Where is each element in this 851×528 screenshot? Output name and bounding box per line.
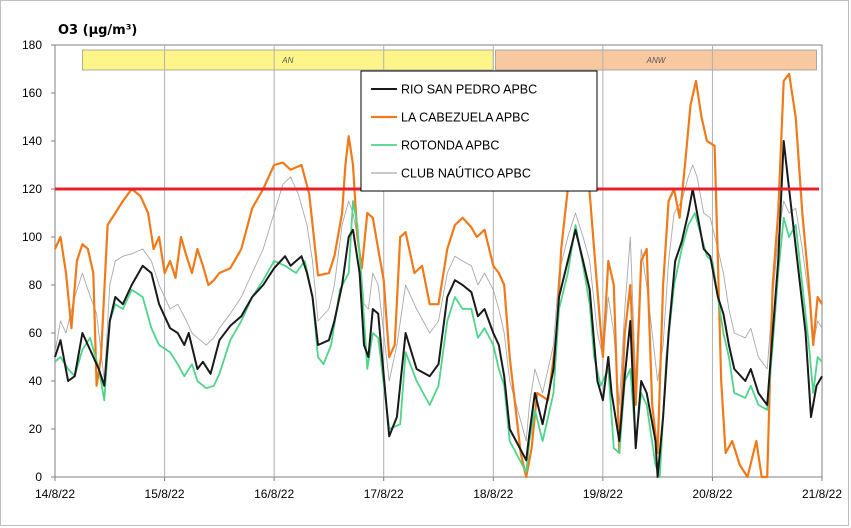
- legend: RIO SAN PEDRO APBC LA CABEZUELA APBC ROTON…: [360, 70, 598, 192]
- y-tick-label-4: 80: [29, 278, 43, 292]
- x-tick-label-0: 14/8/22: [35, 487, 75, 501]
- y-tick-label-9: 180: [22, 38, 42, 52]
- y-tick-label-7: 140: [22, 134, 42, 148]
- y-tick-label-5: 100: [22, 230, 42, 244]
- legend-label-3: CLUB NAÚTICO APBC: [401, 166, 531, 181]
- chart-title: O3 (µg/m³): [58, 23, 137, 38]
- series-line-0: [54, 140, 823, 478]
- x-tick-label-6: 20/8/22: [692, 487, 732, 501]
- x-tick-label-5: 19/8/22: [583, 487, 623, 501]
- band-layer: AN ANW: [81, 49, 817, 71]
- x-tick-label-7: 21/8/22: [802, 487, 842, 501]
- y-tick-label-8: 160: [22, 86, 42, 100]
- series-layer: [54, 72, 823, 479]
- x-tick-label-1: 15/8/22: [145, 487, 185, 501]
- x-tick-label-4: 18/8/22: [473, 487, 513, 501]
- x-tick-label-3: 17/8/22: [364, 487, 404, 501]
- legend-label-2: ROTONDA APBC: [401, 139, 499, 153]
- y-tick-label-6: 120: [22, 182, 42, 196]
- x-tick-label-2: 16/8/22: [254, 487, 294, 501]
- band-label-1: ANW: [646, 56, 667, 65]
- axes-layer: 0 20 40 60 80 100 120 140 160 180 14/8/22 15/8/22 16…: [22, 38, 842, 501]
- y-tick-label-1: 20: [29, 422, 43, 436]
- legend-label-1: LA CABEZUELA APBC: [401, 111, 530, 125]
- band-label-0: AN: [281, 56, 293, 65]
- series-line-1: [54, 72, 823, 479]
- band-1: [495, 49, 817, 71]
- y-tick-label-0: 0: [35, 470, 42, 484]
- y-tick-label-3: 60: [29, 326, 43, 340]
- legend-label-0: RIO SAN PEDRO APBC: [401, 83, 537, 97]
- series-line-3: [54, 164, 823, 442]
- y-tick-label-2: 40: [29, 374, 43, 388]
- legend-box: [360, 70, 598, 192]
